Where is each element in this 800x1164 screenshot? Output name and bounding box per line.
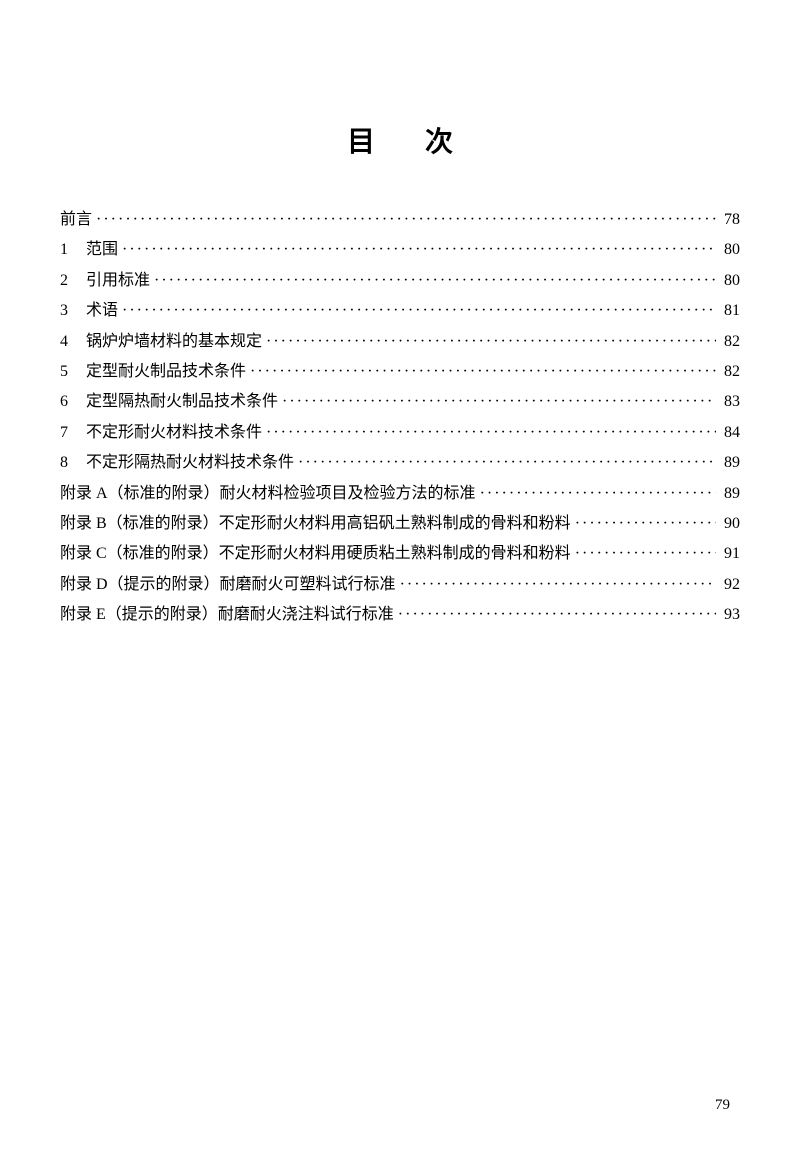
toc-item: 8不定形隔热耐火材料技术条件 89	[60, 448, 740, 478]
toc-dots	[122, 235, 716, 265]
toc-dots	[480, 479, 716, 509]
toc-prefix: 3	[60, 296, 86, 326]
toc-dots	[575, 509, 716, 539]
toc-label: 3术语	[60, 296, 118, 326]
toc-label: 附录 D（提示的附录）耐磨耐火可塑料试行标准	[60, 570, 396, 600]
toc-label: 前言	[60, 205, 92, 235]
toc-page: 80	[720, 235, 740, 265]
toc-page: 89	[720, 448, 740, 478]
toc-item: 前言 78	[60, 205, 740, 235]
toc-item: 6定型隔热耐火制品技术条件 83	[60, 387, 740, 417]
toc-list: 前言781范围802引用标准803术语814锅炉炉墙材料的基本规定825定型耐火…	[60, 205, 740, 630]
toc-prefix: 2	[60, 266, 86, 296]
toc-prefix: 5	[60, 357, 86, 387]
toc-label: 4锅炉炉墙材料的基本规定	[60, 327, 262, 357]
toc-item: 附录 C（标准的附录）不定形耐火材料用硬质粘土熟料制成的骨料和粉料 91	[60, 539, 740, 569]
toc-item: 2引用标准 80	[60, 266, 740, 296]
toc-page: 83	[720, 387, 740, 417]
toc-label: 8不定形隔热耐火材料技术条件	[60, 448, 294, 478]
toc-page: 89	[720, 479, 740, 509]
toc-page: 90	[720, 509, 740, 539]
toc-label: 1范围	[60, 235, 118, 265]
toc-item: 3术语 81	[60, 296, 740, 326]
toc-prefix: 6	[60, 387, 86, 417]
toc-dots	[398, 600, 716, 630]
toc-dots	[250, 357, 716, 387]
toc-label: 附录 E（提示的附录）耐磨耐火浇注料试行标准	[60, 600, 394, 630]
toc-label: 附录 A（标准的附录）耐火材料检验项目及检验方法的标准	[60, 479, 476, 509]
toc-prefix: 8	[60, 448, 86, 478]
toc-dots	[282, 387, 716, 417]
toc-page: 78	[720, 205, 740, 235]
toc-dots	[266, 418, 716, 448]
toc-prefix: 1	[60, 235, 86, 265]
toc-dots	[96, 205, 716, 235]
toc-item: 附录 B（标准的附录）不定形耐火材料用高铝矾土熟料制成的骨料和粉料 90	[60, 509, 740, 539]
toc-label: 5定型耐火制品技术条件	[60, 357, 246, 387]
toc-item: 7不定形耐火材料技术条件 84	[60, 418, 740, 448]
toc-item: 附录 E（提示的附录）耐磨耐火浇注料试行标准 93	[60, 600, 740, 630]
toc-item: 1范围 80	[60, 235, 740, 265]
toc-label: 6定型隔热耐火制品技术条件	[60, 387, 278, 417]
toc-label: 附录 B（标准的附录）不定形耐火材料用高铝矾土熟料制成的骨料和粉料	[60, 509, 571, 539]
toc-dots	[298, 448, 716, 478]
toc-page: 84	[720, 418, 740, 448]
toc-page: 92	[720, 570, 740, 600]
toc-item: 附录 D（提示的附录）耐磨耐火可塑料试行标准 92	[60, 570, 740, 600]
toc-dots	[400, 570, 716, 600]
toc-item: 附录 A（标准的附录）耐火材料检验项目及检验方法的标准 89	[60, 479, 740, 509]
toc-page: 81	[720, 296, 740, 326]
toc-page: 93	[720, 600, 740, 630]
toc-item: 4锅炉炉墙材料的基本规定 82	[60, 327, 740, 357]
toc-label: 附录 C（标准的附录）不定形耐火材料用硬质粘土熟料制成的骨料和粉料	[60, 539, 571, 569]
page-number: 79	[715, 1097, 730, 1114]
page-container: 目次 前言781范围802引用标准803术语814锅炉炉墙材料的基本规定825定…	[0, 0, 800, 670]
toc-page: 91	[720, 539, 740, 569]
toc-page: 80	[720, 266, 740, 296]
toc-page: 82	[720, 357, 740, 387]
toc-dots	[266, 327, 716, 357]
toc-prefix: 7	[60, 418, 86, 448]
toc-dots	[154, 266, 716, 296]
toc-prefix: 4	[60, 327, 86, 357]
toc-label: 7不定形耐火材料技术条件	[60, 418, 262, 448]
toc-dots	[575, 539, 716, 569]
toc-dots	[122, 296, 716, 326]
toc-item: 5定型耐火制品技术条件 82	[60, 357, 740, 387]
toc-label: 2引用标准	[60, 266, 150, 296]
toc-page: 82	[720, 327, 740, 357]
toc-title: 目次	[60, 120, 740, 160]
